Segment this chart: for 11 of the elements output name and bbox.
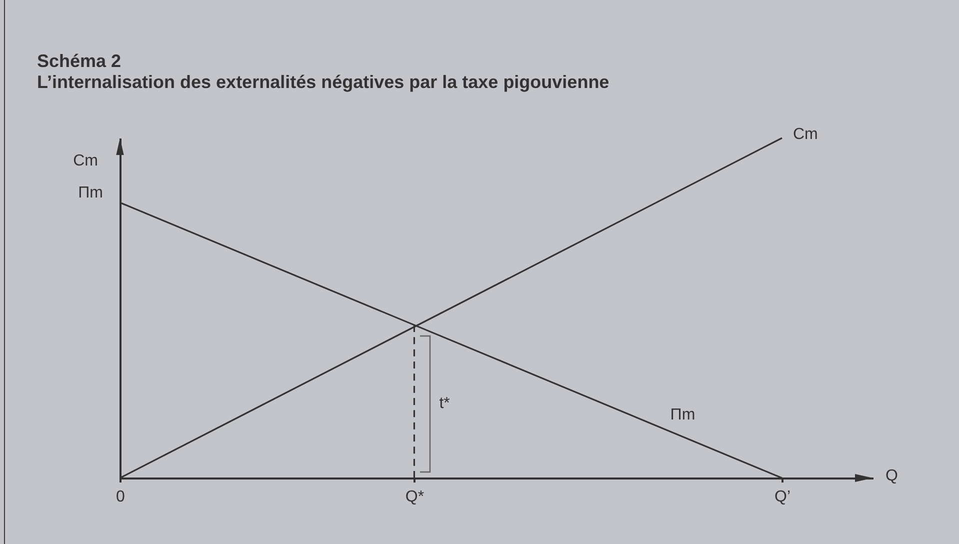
series-label: Πm <box>670 406 696 424</box>
x-tick-label: Q’ <box>774 488 790 506</box>
y-axis-title: Cm <box>73 152 98 170</box>
x-tick-label: 0 <box>116 488 126 506</box>
annotation: Πm <box>78 184 103 202</box>
chart-subtitle: L’internalisation des externalités négatives par la taxe pigouvienne <box>37 72 610 92</box>
annotation: t* <box>439 395 450 412</box>
x-tick-label: Q* <box>405 488 424 506</box>
chart-title: Schéma 2 <box>37 51 122 71</box>
series-label: Cm <box>793 126 818 143</box>
x-axis-title: Q <box>886 468 898 484</box>
